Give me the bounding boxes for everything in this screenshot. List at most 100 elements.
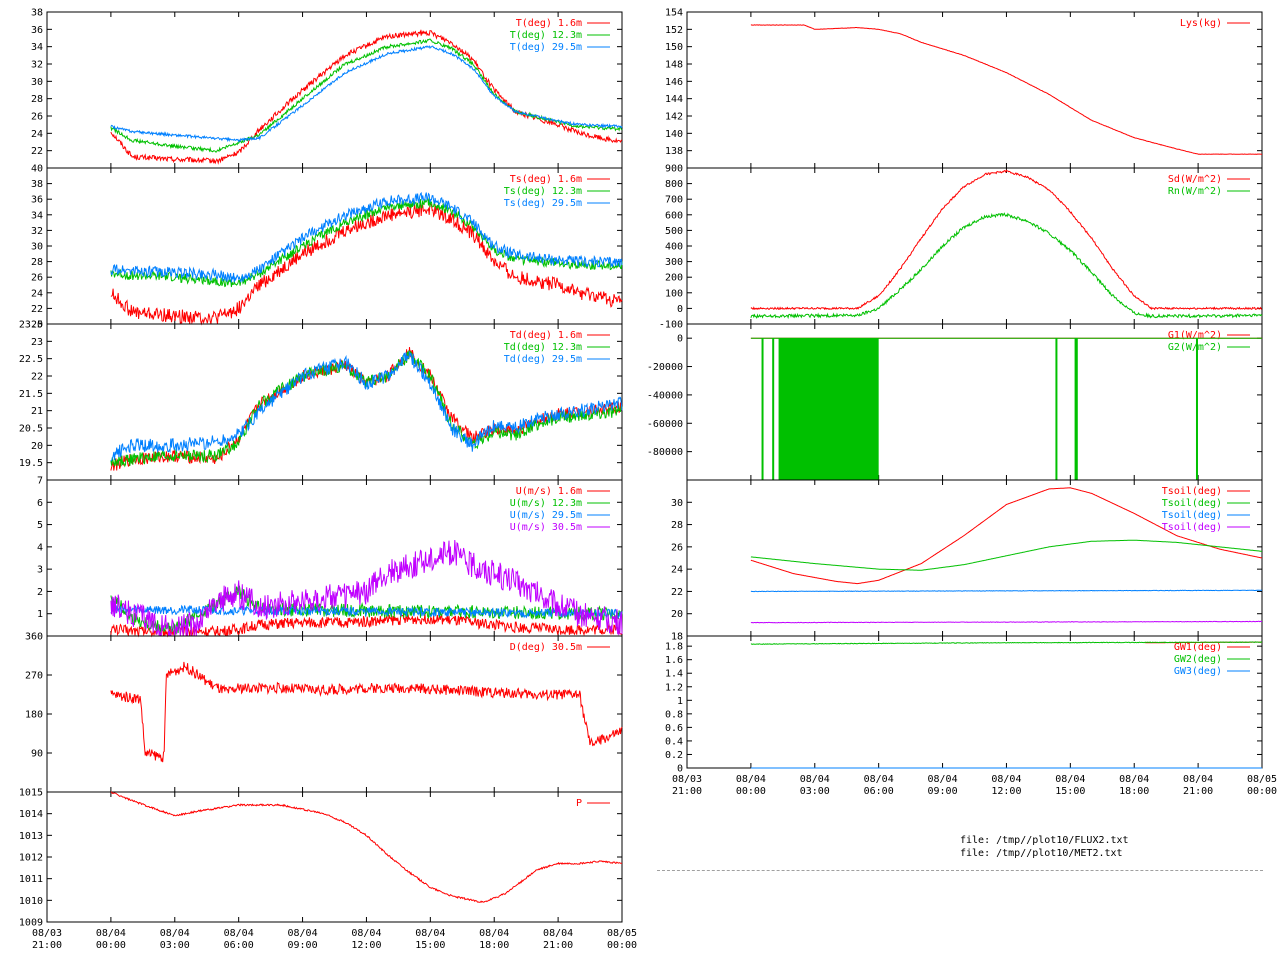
legend-label: Ts(deg) 1.6m (510, 174, 582, 185)
y-tick-label: 800 (665, 179, 683, 190)
series-spike (1055, 338, 1058, 480)
x-tick-time: 15:00 (1055, 786, 1085, 797)
x-tick-date: 08/04 (479, 928, 509, 939)
legend-label: Tsoil(deg) (1162, 498, 1222, 509)
y-tick-label: 20.5 (19, 424, 43, 435)
legend-label: Td(deg) 12.3m (504, 342, 582, 353)
y-tick-label: 26 (31, 112, 43, 123)
panel-frame (46, 791, 623, 923)
y-tick-label: 180 (25, 710, 43, 721)
panel-5: 1009 1010 1011 1012 1013 1014 1015 P (19, 788, 623, 929)
y-tick-label: 1.4 (665, 669, 683, 680)
legend-label: Rn(W/m^2) (1168, 186, 1222, 197)
x-tick-date: 08/04 (928, 774, 958, 785)
legend-label: Td(deg) 1.6m (510, 330, 582, 341)
legend-label: G2(W/m^2) (1168, 342, 1222, 353)
series-spike (772, 338, 775, 480)
x-tick-time: 00:00 (1247, 786, 1277, 797)
y-tick-label: 200 (665, 273, 683, 284)
x-tick-time: 12:00 (351, 940, 381, 951)
y-tick-label: 40 (31, 164, 43, 175)
x-tick-date: 08/04 (1183, 774, 1213, 785)
x-tick-time: 21:00 (543, 940, 573, 951)
x-tick-date: 08/05 (607, 928, 637, 939)
x-tick-date: 08/04 (543, 928, 573, 939)
y-tick-label: 24 (31, 288, 43, 299)
x-tick-date: 08/04 (800, 774, 830, 785)
y-tick-label: 2 (37, 587, 43, 598)
y-tick-label: -60000 (647, 419, 683, 430)
legend-label: Sd(W/m^2) (1168, 174, 1222, 185)
x-tick-time: 06:00 (864, 786, 894, 797)
y-tick-label: 22.5 (19, 354, 43, 365)
series-line (110, 539, 623, 637)
x-tick-time: 09:00 (288, 940, 318, 951)
y-tick-label: 3 (37, 565, 43, 576)
x-tick-time: 21:00 (32, 940, 62, 951)
series-line (750, 620, 1262, 624)
legend-label: Tsoil(deg) (1162, 510, 1222, 521)
y-tick-label: 36 (31, 195, 43, 206)
x-tick-date: 08/03 (32, 928, 62, 939)
series-line (750, 212, 1263, 320)
legend-label: Ts(deg) 12.3m (504, 186, 582, 197)
legend-label: U(m/s) 30.5m (510, 522, 582, 533)
legend-label: Td(deg) 29.5m (504, 354, 582, 365)
y-tick-label: 18 (671, 632, 683, 643)
legend-label: GW3(deg) (1174, 666, 1222, 677)
series-line (110, 38, 623, 153)
file-info: file: /tmp//plot10/FLUX2.txt file: /tmp/… (960, 834, 1129, 860)
y-tick-label: 30 (31, 77, 43, 88)
y-tick-label: 500 (665, 226, 683, 237)
y-tick-label: 7 (37, 476, 43, 487)
y-tick-label: 20 (671, 609, 683, 620)
x-tick-time: 21:00 (1183, 786, 1213, 797)
y-tick-label: -100 (659, 320, 683, 331)
x-tick-date: 08/04 (991, 774, 1021, 785)
panel-6: 138 140 142 144 146 148 150 152 154 Lys(kg) (665, 8, 1263, 169)
x-tick-date: 08/04 (736, 774, 766, 785)
y-tick-label: 138 (665, 146, 683, 157)
legend-label: T(deg) 29.5m (510, 42, 582, 53)
x-tick-time: 00:00 (96, 940, 126, 951)
file-line-met: file: /tmp//plot10/MET2.txt (960, 848, 1123, 859)
separator-line (657, 870, 1263, 871)
x-tick-date: 08/04 (1119, 774, 1149, 785)
x-tick-time: 00:00 (607, 940, 637, 951)
y-tick-label: 38 (31, 179, 43, 190)
legend-label: Lys(kg) (1180, 18, 1222, 29)
y-tick-label: 1014 (19, 809, 43, 820)
legend-label: D(deg) 30.5m (510, 642, 582, 653)
panel-0: 22 24 26 28 30 32 34 36 38 T(deg) 1.6mT(deg) 12.3… (31, 8, 623, 169)
y-tick-label: 20 (31, 320, 43, 331)
x-tick-time: 00:00 (736, 786, 766, 797)
y-tick-label: 100 (665, 288, 683, 299)
y-tick-label: 26 (671, 542, 683, 553)
y-tick-label: 0 (677, 334, 683, 345)
x-tick-time: 18:00 (479, 940, 509, 951)
x-tick-date: 08/04 (96, 928, 126, 939)
legend-label: Tsoil(deg) (1162, 522, 1222, 533)
legend-label: GW2(deg) (1174, 654, 1222, 665)
y-tick-label: 90 (31, 749, 43, 760)
y-tick-label: 28 (671, 520, 683, 531)
series-line (110, 351, 623, 462)
y-tick-label: 36 (31, 25, 43, 36)
panel-3: 1 2 3 4 5 6 7 U(m/s) 1.6mU(m/s) 12.3mU(m/s) 29.… (37, 476, 623, 638)
legend-label: T(deg) 1.6m (516, 18, 582, 29)
y-tick-label: 4 (37, 542, 43, 553)
x-tick-date: 08/04 (351, 928, 381, 939)
y-tick-label: 360 (25, 632, 43, 643)
x-tick-date: 08/04 (288, 928, 318, 939)
y-tick-label: 1015 (19, 788, 43, 799)
y-tick-label: 24 (31, 129, 43, 140)
legend-label: U(m/s) 29.5m (510, 510, 582, 521)
y-tick-label: 0.8 (665, 709, 683, 720)
y-tick-label: 23 (31, 337, 43, 348)
x-tick-date: 08/03 (672, 774, 702, 785)
series-spike (1195, 338, 1198, 480)
y-tick-label: 26 (31, 273, 43, 284)
y-tick-label: 22 (31, 304, 43, 315)
panel-frame (46, 635, 623, 793)
